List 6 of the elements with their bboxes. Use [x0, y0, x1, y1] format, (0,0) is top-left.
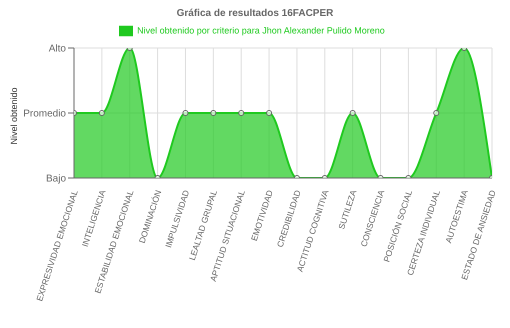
category-label: Alto — [48, 44, 66, 55]
y-axis-title: Nivel obtenido — [8, 86, 20, 147]
category-label: Bajo — [46, 174, 66, 185]
category-label: Promedio — [23, 108, 66, 120]
legend-label: Nivel obtenido por criterio para Jhon Alexander Pulido Moreno — [137, 25, 385, 36]
chart-title: Gráfica de resultados 16FACPER — [176, 8, 334, 21]
